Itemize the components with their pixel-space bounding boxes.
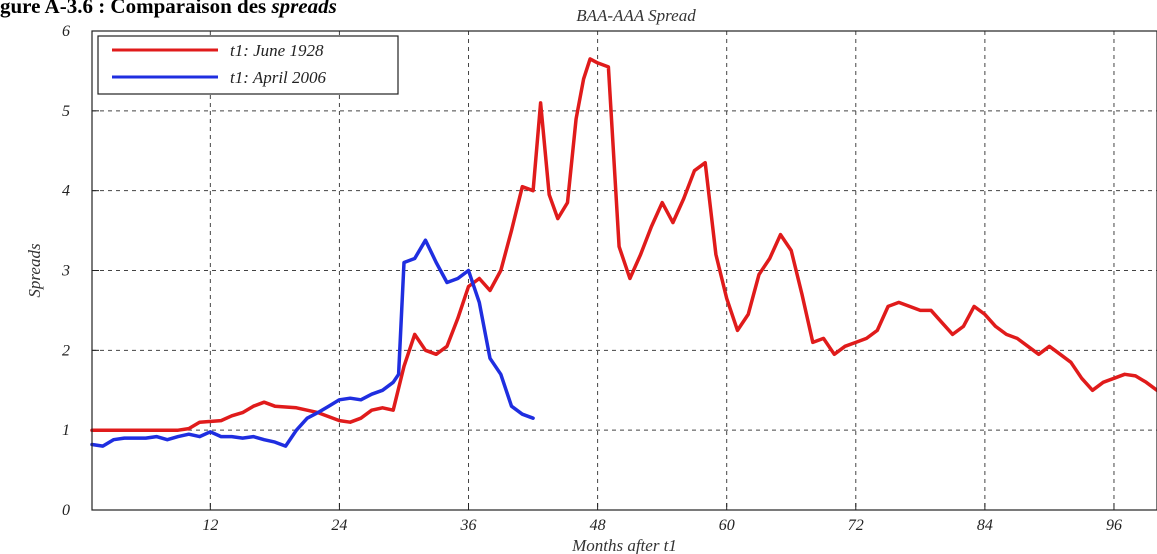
figure-caption: gure A-3.6 : Comparaison des spreads	[0, 0, 337, 19]
legend-entry-june-1928: t1: June 1928	[230, 41, 324, 60]
y-tick-label-2: 2	[62, 342, 70, 359]
y-tick-label-6: 6	[62, 23, 70, 40]
x-tick-label-48: 48	[590, 517, 606, 534]
series-line-1	[90, 238, 535, 448]
legend-entry-april-2006: t1: April 2006	[230, 68, 327, 87]
x-axis-label: Months after t1	[571, 536, 677, 554]
x-tick-label-12: 12	[202, 517, 218, 534]
x-tick-label-72: 72	[848, 517, 864, 534]
caption-emphasis: spreads	[271, 0, 337, 18]
x-tick-label-36: 36	[460, 517, 477, 534]
y-tick-label-1: 1	[62, 422, 70, 439]
legend-box	[97, 35, 399, 95]
legend: t1: June 1928 t1: April 2006	[97, 35, 399, 95]
x-tick-label-96: 96	[1106, 517, 1122, 534]
series-line-0	[90, 57, 1157, 432]
caption-prefix: gure A-3.6 : Comparaison des	[0, 0, 272, 18]
x-tick-label-60: 60	[719, 517, 735, 534]
x-tick-label-24: 24	[331, 517, 347, 534]
x-tick-label-84: 84	[977, 517, 993, 534]
series-lines	[90, 57, 1157, 448]
chart-title: BAA-AAA Spread	[576, 6, 696, 25]
y-tick-label-0: 0	[62, 502, 70, 519]
y-tick-label-5: 5	[62, 103, 70, 120]
y-tick-label-4: 4	[62, 183, 70, 200]
y-axis-label: Spreads	[25, 243, 44, 298]
grid	[92, 31, 1157, 510]
y-tick-label-3: 3	[61, 263, 70, 280]
plot-frame	[91, 30, 1157, 511]
